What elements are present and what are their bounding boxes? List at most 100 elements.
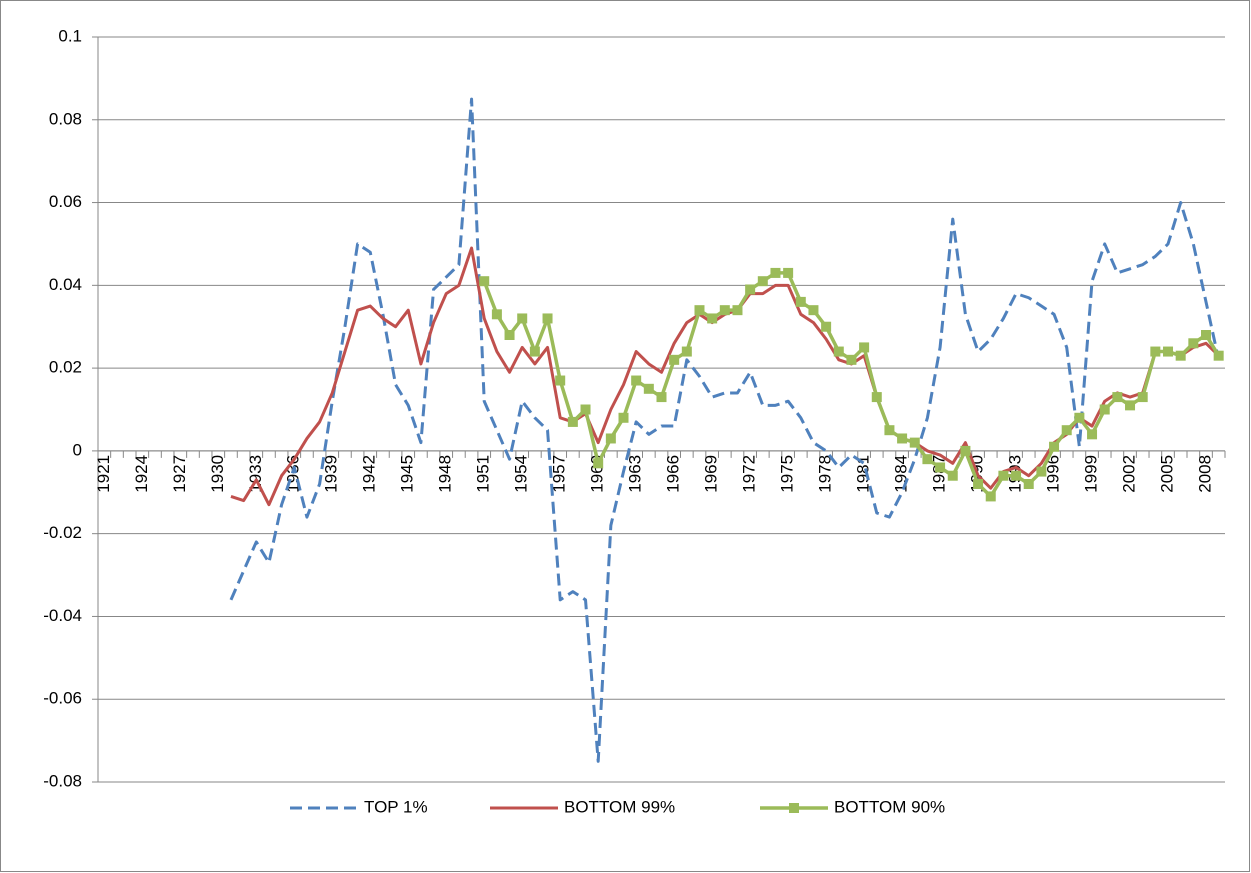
series-marker (1011, 470, 1022, 481)
series-marker (656, 392, 667, 403)
series-marker (783, 267, 794, 278)
y-tick-label: 0 (73, 440, 82, 459)
series-marker (1074, 412, 1085, 423)
series-marker (1213, 350, 1224, 361)
x-tick-label: 2008 (1195, 455, 1214, 493)
series-marker (1049, 441, 1060, 452)
x-tick-label: 1951 (474, 455, 493, 493)
legend-label: BOTTOM 90% (834, 797, 945, 816)
series-marker (707, 313, 718, 324)
x-tick-label: 1945 (398, 455, 417, 493)
series-marker (542, 313, 553, 324)
x-tick-label: 1954 (512, 455, 531, 493)
x-tick-label: 1927 (170, 455, 189, 493)
series-marker (909, 437, 920, 448)
legend-label: TOP 1% (364, 797, 428, 816)
series-marker (1087, 429, 1098, 440)
series-marker (1201, 330, 1212, 340)
series-marker (631, 375, 642, 386)
x-tick-label: 1921 (94, 455, 113, 493)
y-tick-label: 0.02 (49, 358, 82, 377)
x-tick-label: 1924 (132, 455, 151, 493)
series-marker (1137, 392, 1148, 403)
series-marker (821, 321, 832, 332)
x-tick-label: 1963 (626, 455, 645, 493)
series-marker (859, 342, 870, 353)
series-marker (732, 305, 743, 316)
series-marker (1188, 338, 1199, 349)
series-marker (1036, 466, 1047, 477)
series-marker (985, 491, 996, 502)
legend-label: BOTTOM 99% (564, 797, 675, 816)
y-tick-label: -0.06 (43, 689, 82, 708)
y-tick-label: 0.06 (49, 192, 82, 211)
series-marker (998, 470, 1009, 481)
series-marker (694, 305, 705, 316)
series-marker (555, 375, 566, 386)
y-tick-label: 0.08 (49, 109, 82, 128)
series-marker (745, 284, 756, 295)
series-marker (1163, 346, 1174, 357)
series-marker (580, 404, 591, 415)
legend-marker (789, 803, 799, 813)
series-marker (669, 354, 680, 365)
x-tick-label: 2002 (1120, 455, 1139, 493)
series-marker (491, 309, 502, 320)
x-tick-label: 1981 (854, 455, 873, 493)
series-marker (871, 392, 882, 403)
x-tick-label: 2005 (1158, 455, 1177, 493)
series-marker (517, 313, 528, 324)
series-marker (960, 445, 971, 456)
x-tick-label: 1942 (360, 455, 379, 493)
y-tick-label: -0.08 (43, 771, 82, 790)
y-tick-label: -0.04 (43, 606, 82, 625)
series-marker (681, 346, 692, 357)
series-marker (770, 267, 781, 278)
x-tick-label: 1966 (664, 455, 683, 493)
series-marker (719, 305, 730, 316)
series-marker (529, 346, 540, 357)
series-marker (1099, 404, 1110, 415)
series-marker (504, 330, 515, 340)
x-tick-label: 1948 (436, 455, 455, 493)
series-marker (973, 479, 984, 489)
series-marker (618, 412, 629, 423)
x-tick-label: 1930 (208, 455, 227, 493)
series-marker (1150, 346, 1161, 357)
series-marker (479, 276, 490, 287)
series-marker (935, 462, 946, 473)
series-marker (897, 433, 908, 444)
y-tick-label: -0.02 (43, 523, 82, 542)
series-marker (884, 425, 895, 436)
series-marker (1125, 400, 1136, 411)
x-tick-label: 1969 (702, 455, 721, 493)
series-marker (795, 296, 806, 307)
x-tick-label: 1978 (816, 455, 835, 493)
series-marker (1112, 392, 1123, 403)
x-tick-label: 1996 (1044, 455, 1063, 493)
series-marker (922, 454, 933, 465)
x-tick-label: 1957 (550, 455, 569, 493)
x-tick-label: 1984 (892, 455, 911, 493)
series-marker (643, 383, 654, 394)
series-marker (593, 458, 604, 469)
series-marker (1175, 350, 1186, 361)
x-tick-label: 1975 (778, 455, 797, 493)
series-marker (808, 305, 819, 316)
x-tick-label: 1972 (740, 455, 759, 493)
series-marker (947, 470, 958, 481)
y-tick-label: 0.1 (58, 26, 82, 45)
series-marker (605, 433, 616, 444)
series-marker (846, 354, 857, 365)
series-marker (757, 276, 768, 287)
x-tick-label: 1933 (246, 455, 265, 493)
series-line (229, 97, 1221, 763)
series-marker (1023, 479, 1034, 489)
series-marker (1061, 425, 1072, 436)
series-marker (833, 346, 844, 357)
series-marker (567, 416, 578, 427)
x-tick-label: 1999 (1082, 455, 1101, 493)
y-tick-label: 0.04 (49, 275, 82, 294)
